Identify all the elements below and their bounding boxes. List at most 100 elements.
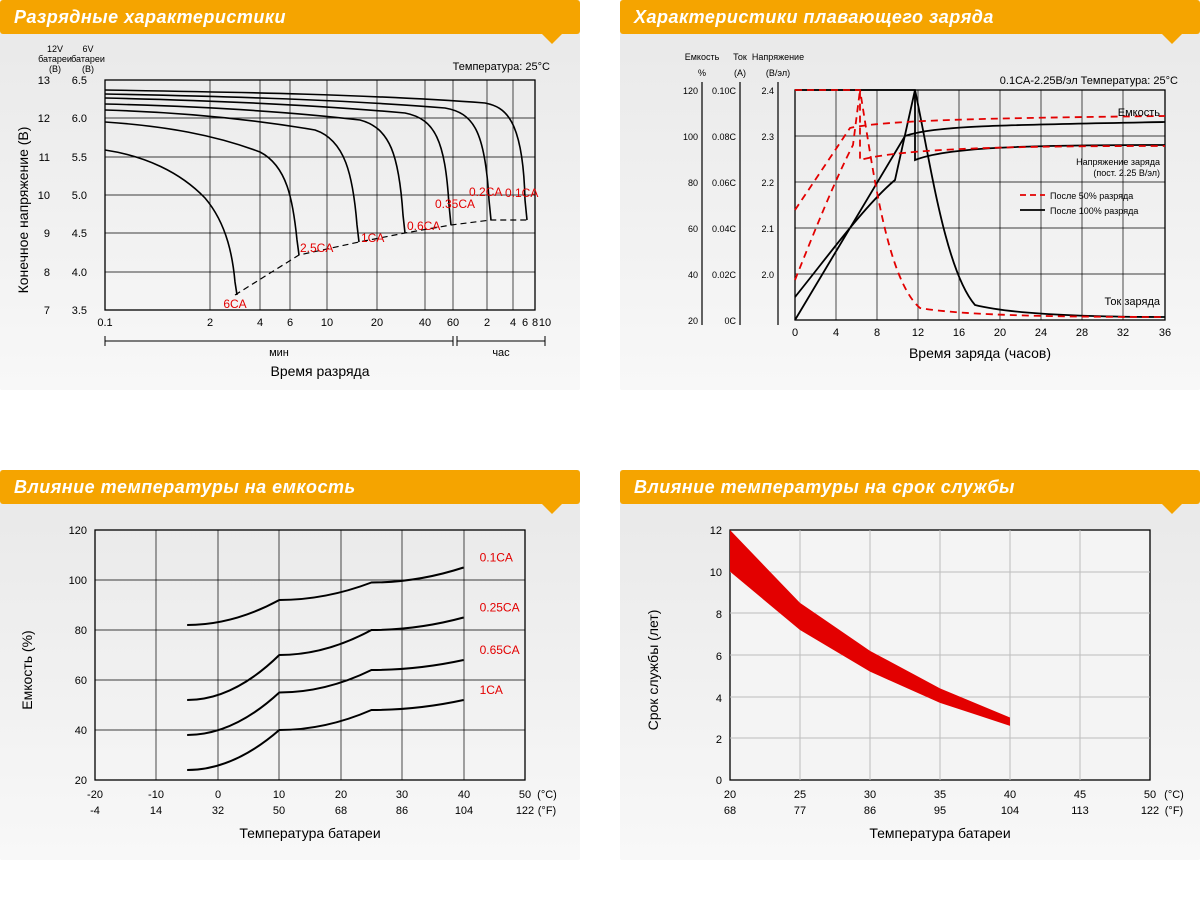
svg-text:104: 104 xyxy=(1001,805,1019,817)
float-charge-chart: 0.1CA-2.25В/эл Температура: 25°С Емкость… xyxy=(630,40,1190,380)
svg-text:2.4: 2.4 xyxy=(761,86,774,96)
svg-text:80: 80 xyxy=(75,625,87,637)
svg-text:4: 4 xyxy=(510,317,516,329)
svg-text:86: 86 xyxy=(396,805,408,817)
svg-text:Температура батареи: Температура батареи xyxy=(869,825,1010,841)
svg-text:12V: 12V xyxy=(47,44,63,54)
svg-text:0.06C: 0.06C xyxy=(712,178,737,188)
svg-text:(°C): (°C) xyxy=(1164,789,1184,801)
svg-text:28: 28 xyxy=(1076,327,1088,339)
panel-temp-capacity-title: Влияние температуры на емкость xyxy=(0,470,580,504)
svg-text:Напряжение заряда: Напряжение заряда xyxy=(1076,157,1160,167)
svg-text:16: 16 xyxy=(953,327,965,339)
svg-text:68: 68 xyxy=(724,805,736,817)
svg-text:40: 40 xyxy=(1004,789,1016,801)
svg-text:50: 50 xyxy=(519,789,531,801)
svg-text:Напряжение: Напряжение xyxy=(752,52,804,62)
svg-text:Емкость: Емкость xyxy=(685,52,720,62)
svg-text:40: 40 xyxy=(688,270,698,280)
temp-capacity-chart: 0.1CA0.25CA0.65CA1CA 120100 8060 4020 -2… xyxy=(10,510,570,850)
svg-text:0.08C: 0.08C xyxy=(712,132,737,142)
svg-text:0: 0 xyxy=(716,775,722,787)
svg-text:36: 36 xyxy=(1159,327,1171,339)
svg-text:10: 10 xyxy=(539,317,551,329)
svg-text:Срок службы (лет): Срок службы (лет) xyxy=(645,610,661,731)
svg-text:%: % xyxy=(698,68,706,78)
svg-text:35: 35 xyxy=(934,789,946,801)
svg-text:Ток заряда: Ток заряда xyxy=(1105,296,1161,308)
svg-text:Емкость: Емкость xyxy=(1118,107,1160,119)
svg-text:122: 122 xyxy=(1141,805,1159,817)
svg-text:8: 8 xyxy=(874,327,880,339)
svg-text:час: час xyxy=(492,347,510,359)
svg-text:0.1: 0.1 xyxy=(97,317,112,329)
svg-text:батареи: батареи xyxy=(38,54,72,64)
svg-text:5.0: 5.0 xyxy=(72,190,87,202)
svg-text:7: 7 xyxy=(44,305,50,317)
svg-text:4: 4 xyxy=(716,693,722,705)
svg-text:120: 120 xyxy=(69,525,87,537)
svg-text:0: 0 xyxy=(792,327,798,339)
svg-text:50: 50 xyxy=(1144,789,1156,801)
svg-text:40: 40 xyxy=(419,317,431,329)
svg-text:Температура: 25°С: Температура: 25°С xyxy=(453,61,550,73)
svg-text:100: 100 xyxy=(69,575,87,587)
svg-text:68: 68 xyxy=(335,805,347,817)
svg-text:Температура батареи: Температура батареи xyxy=(239,825,380,841)
svg-text:10: 10 xyxy=(321,317,333,329)
svg-text:86: 86 xyxy=(864,805,876,817)
svg-text:60: 60 xyxy=(447,317,459,329)
svg-text:4: 4 xyxy=(257,317,263,329)
svg-text:0.1CA: 0.1CA xyxy=(480,551,513,565)
svg-text:-10: -10 xyxy=(148,789,164,801)
svg-text:2: 2 xyxy=(207,317,213,329)
svg-text:0.04C: 0.04C xyxy=(712,224,737,234)
svg-text:104: 104 xyxy=(455,805,473,817)
svg-text:(°F): (°F) xyxy=(538,805,556,817)
svg-text:1CA: 1CA xyxy=(480,683,503,697)
svg-text:40: 40 xyxy=(75,725,87,737)
svg-text:20: 20 xyxy=(688,316,698,326)
svg-text:1CA: 1CA xyxy=(361,231,384,245)
svg-text:0.6CA: 0.6CA xyxy=(407,219,440,233)
svg-text:4: 4 xyxy=(833,327,839,339)
svg-text:0.10C: 0.10C xyxy=(712,86,737,96)
svg-text:6: 6 xyxy=(716,651,722,663)
svg-text:45: 45 xyxy=(1074,789,1086,801)
svg-text:25: 25 xyxy=(794,789,806,801)
svg-text:9: 9 xyxy=(44,228,50,240)
discharge-chart: 12V батареи (В) 6V батареи (В) Температу… xyxy=(10,40,570,380)
svg-text:8: 8 xyxy=(44,267,50,279)
svg-text:12: 12 xyxy=(710,525,722,537)
svg-text:5.5: 5.5 xyxy=(72,152,87,164)
svg-text:2.5CA: 2.5CA xyxy=(300,241,333,255)
svg-text:122: 122 xyxy=(516,805,534,817)
svg-text:4.5: 4.5 xyxy=(72,228,87,240)
svg-text:2.0: 2.0 xyxy=(761,270,774,280)
svg-text:32: 32 xyxy=(1117,327,1129,339)
svg-text:6.5: 6.5 xyxy=(72,75,87,87)
svg-text:(В): (В) xyxy=(49,64,61,74)
svg-text:113: 113 xyxy=(1071,805,1089,817)
svg-text:0.1CA: 0.1CA xyxy=(505,186,538,200)
panel-float-charge: Характеристики плавающего заряда 0.1CA-2… xyxy=(620,0,1200,390)
svg-text:-4: -4 xyxy=(90,805,100,817)
svg-text:2.2: 2.2 xyxy=(761,178,774,188)
svg-text:20: 20 xyxy=(335,789,347,801)
svg-text:20: 20 xyxy=(75,775,87,787)
svg-text:(В/эл): (В/эл) xyxy=(766,68,790,78)
svg-text:(пост. 2.25 В/эл): (пост. 2.25 В/эл) xyxy=(1093,168,1160,178)
svg-text:0.2CA: 0.2CA xyxy=(469,185,502,199)
svg-text:8: 8 xyxy=(716,609,722,621)
svg-text:(В): (В) xyxy=(82,64,94,74)
svg-text:2: 2 xyxy=(716,734,722,746)
svg-text:2.3: 2.3 xyxy=(761,132,774,142)
svg-text:0C: 0C xyxy=(724,316,736,326)
svg-text:40: 40 xyxy=(458,789,470,801)
svg-text:6.0: 6.0 xyxy=(72,113,87,125)
svg-text:120: 120 xyxy=(683,86,698,96)
svg-text:0.1CA-2.25В/эл Температура: 25: 0.1CA-2.25В/эл Температура: 25°С xyxy=(1000,75,1178,87)
svg-text:80: 80 xyxy=(688,178,698,188)
svg-text:11: 11 xyxy=(39,152,50,164)
panel-temp-capacity: Влияние температуры на емкость xyxy=(0,470,580,860)
